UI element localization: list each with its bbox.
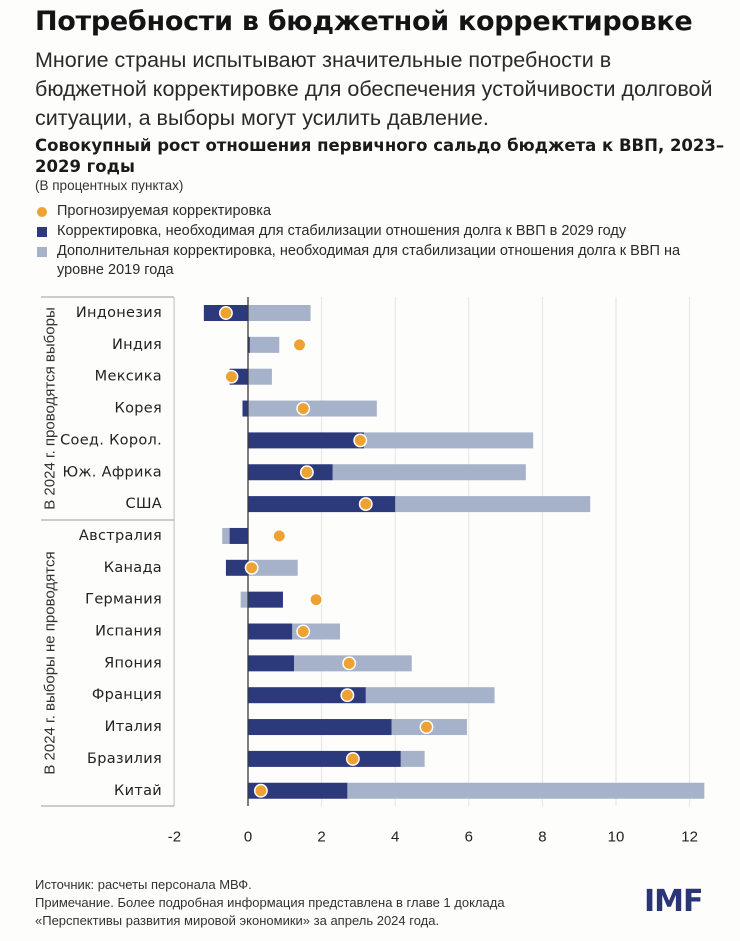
bar-needed-2029 [248, 591, 283, 608]
category-label: Мексика [95, 369, 162, 385]
note-line-2: «Перспективы развития мировой экономики»… [35, 913, 440, 928]
legend-label: Дополнительная корректировка, необходима… [57, 243, 681, 278]
legend-label: Прогнозируемая корректировка [57, 203, 272, 219]
bar-needed-2029 [248, 432, 364, 449]
bar-needed-2029 [242, 400, 248, 417]
dot-projected [296, 401, 311, 416]
category-label: Юж. Африка [62, 464, 162, 480]
group-label: В 2024 г. проводятся выборы [42, 307, 59, 509]
category-label: Испания [95, 624, 162, 640]
category-label: Австралия [79, 528, 162, 544]
bar-chart: В 2024 г. проводятся выборы В 2024 г. выб… [41, 296, 705, 846]
bar-additional-2019 [240, 591, 248, 608]
dot-projected [296, 624, 311, 639]
bar-needed-2029 [248, 464, 333, 481]
dot-projected [342, 656, 357, 671]
category-label: Соед. Корол. [60, 432, 162, 448]
category-label: Бразилия [87, 751, 162, 767]
dot-projected [292, 337, 307, 352]
legend-square-icon [37, 247, 47, 257]
category-label: Индия [112, 337, 162, 353]
bar-additional-2019 [248, 305, 311, 321]
legend-item-2019: Дополнительная корректировка, необходима… [35, 242, 725, 280]
footer: Источник: расчеты персонала МВФ. Примеча… [35, 876, 505, 930]
dot-projected [299, 465, 314, 480]
note-line-1: Примечание. Более подробная информация п… [35, 895, 505, 910]
category-label: Франция [92, 687, 162, 703]
legend-square-icon [37, 227, 47, 237]
bar-needed-2029 [248, 782, 348, 799]
bar-additional-2019 [248, 368, 272, 385]
dot-projected [253, 783, 268, 798]
bar-needed-2029 [248, 496, 396, 513]
legend: Прогнозируемая корректировка Корректиров… [35, 202, 725, 281]
bar-needed-2029 [248, 336, 250, 353]
dot-projected [272, 529, 287, 543]
bar-additional-2019 [222, 527, 230, 544]
category-label: Индонезия [76, 305, 162, 321]
bar-needed-2029 [248, 750, 401, 767]
x-tick-label: 4 [391, 829, 399, 846]
category-label: Корея [114, 401, 162, 417]
bar-needed-2029 [248, 623, 293, 640]
category-label: Германия [85, 592, 162, 608]
page-title: Потребности в бюджетной корректировке [35, 6, 693, 37]
group-label: В 2024 г. выборы не проводятся [42, 551, 59, 774]
category-label: США [126, 496, 162, 512]
legend-item-2029: Корректировка, необходимая для стабилиза… [35, 222, 725, 241]
bar-additional-2019 [363, 432, 534, 449]
source-note: Источник: расчеты персонала МВФ. [35, 877, 252, 892]
bar-additional-2019 [248, 400, 377, 417]
dot-projected [218, 306, 233, 320]
bar-needed-2029 [229, 527, 248, 544]
bar-additional-2019 [332, 464, 526, 481]
dot-projected [224, 369, 239, 384]
x-tick-label: 8 [538, 829, 546, 846]
dot-projected [244, 560, 259, 575]
dot-projected [340, 688, 355, 703]
x-tick-label: 12 [681, 829, 698, 846]
dot-projected [345, 751, 360, 766]
dot-projected [309, 592, 324, 607]
bar-additional-2019 [249, 336, 280, 353]
bar-additional-2019 [248, 559, 298, 576]
legend-dot-icon [37, 207, 47, 217]
chart-title: Совокупный рост отношения первичного сал… [35, 136, 725, 176]
legend-item-projected: Прогнозируемая корректировка [35, 202, 725, 221]
x-tick-label: 0 [244, 829, 252, 846]
x-tick-label: -2 [168, 829, 181, 846]
dot-projected [353, 433, 368, 448]
page-subtitle: Многие страны испытывают значительные по… [35, 48, 713, 130]
category-label: Китай [114, 783, 162, 799]
bar-needed-2029 [248, 719, 392, 736]
dot-projected [358, 497, 373, 512]
x-tick-label: 2 [317, 829, 325, 846]
bar-additional-2019 [400, 750, 425, 767]
bar-additional-2019 [347, 782, 705, 799]
dot-projected [419, 720, 434, 734]
x-tick-label: 6 [465, 829, 473, 846]
category-label: Италия [105, 719, 162, 735]
bar-needed-2029 [225, 559, 248, 576]
category-label: Канада [104, 560, 162, 576]
x-tick-label: 10 [608, 829, 625, 846]
bar-needed-2029 [248, 687, 366, 704]
legend-label: Корректировка, необходимая для стабилиза… [57, 223, 627, 239]
imf-logo: IMF [644, 884, 704, 919]
bar-additional-2019 [365, 687, 495, 704]
bar-additional-2019 [395, 496, 591, 513]
bar-needed-2029 [248, 655, 294, 672]
category-label: Япония [104, 655, 162, 671]
chart-units: (В процентных пунктах) [35, 178, 184, 193]
